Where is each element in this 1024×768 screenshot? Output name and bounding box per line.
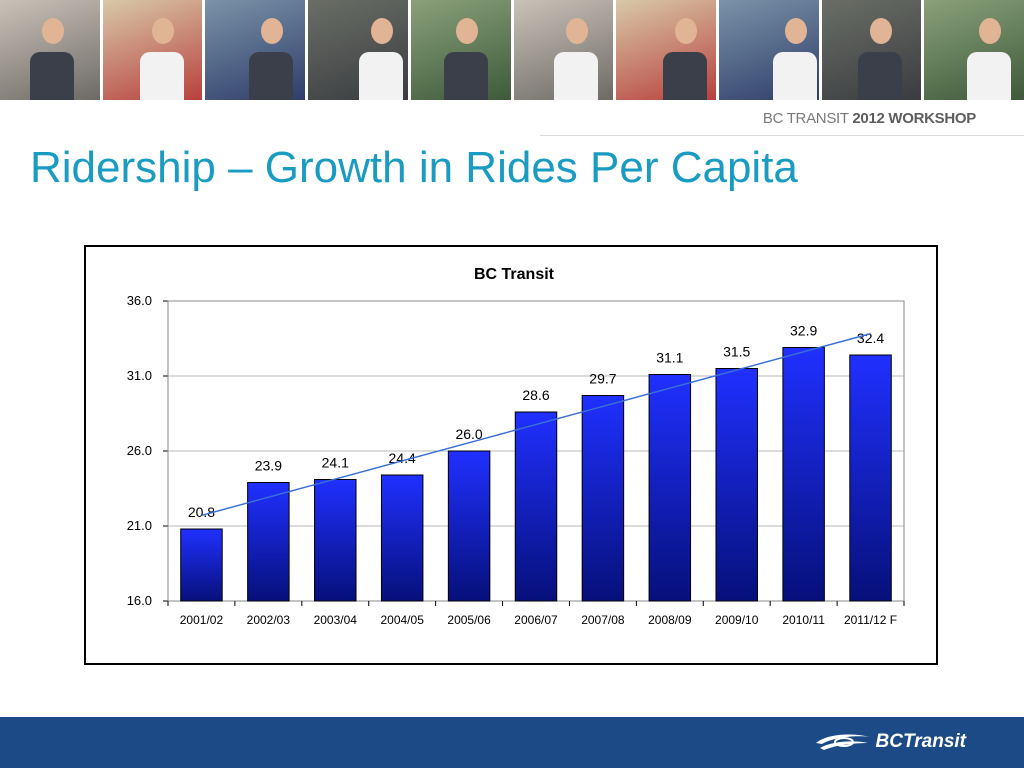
y-tick-label: 26.0	[127, 443, 152, 458]
y-tick-label: 36.0	[127, 293, 152, 308]
x-tick-label: 2003/04	[314, 613, 358, 627]
person-head	[979, 18, 1002, 44]
slide-title: Ridership – Growth in Rides Per Capita	[30, 143, 798, 192]
data-label: 28.6	[522, 387, 549, 403]
data-label: 32.9	[790, 323, 817, 339]
logo-text: BCTransit	[875, 731, 966, 752]
trend-line	[201, 332, 871, 517]
person-head	[151, 18, 174, 44]
bc-transit-logo: BCTransit	[814, 731, 966, 753]
chart-frame: BC Transit 16.0 21.0 26.0 31.0 36.0 2001/02 20.…	[84, 245, 938, 665]
chart-title: BC Transit	[474, 266, 555, 283]
x-tick-label: 2001/02	[180, 613, 224, 627]
driver-passenger-photo	[308, 0, 408, 100]
x-tick-label: 2005/06	[447, 613, 491, 627]
driver-passenger-photo	[821, 0, 922, 100]
bar	[715, 368, 758, 602]
data-label: 32.4	[857, 330, 884, 346]
x-tick-label: 2008/09	[648, 613, 692, 627]
data-label: 23.9	[255, 458, 282, 474]
person-figure	[553, 52, 598, 100]
classroom-photo	[102, 0, 203, 100]
person-head	[371, 18, 394, 44]
bus-boarding-photo	[718, 0, 819, 100]
bar	[581, 395, 625, 602]
bus-boarding-photo	[205, 0, 306, 100]
y-tick-label: 31.0	[127, 368, 152, 383]
bar	[782, 347, 825, 602]
bar	[514, 411, 558, 602]
person-head	[565, 18, 588, 44]
data-label: 31.1	[656, 350, 683, 366]
person-head	[675, 18, 698, 44]
person-head	[42, 18, 64, 44]
bar	[447, 450, 491, 602]
woman-phone-photo	[0, 0, 100, 100]
person-figure	[443, 52, 488, 100]
x-tick-label: 2009/10	[715, 613, 759, 627]
swoosh-icon	[815, 734, 870, 750]
person-figure	[30, 52, 74, 100]
bar	[380, 474, 424, 602]
classroom-photo	[616, 0, 716, 100]
bar	[849, 354, 892, 602]
person-head	[455, 18, 478, 44]
x-tick-label: 2007/08	[581, 613, 625, 627]
data-label: 24.1	[322, 455, 349, 471]
person-figure	[967, 52, 1012, 100]
y-tick-label: 16.0	[127, 593, 152, 608]
bar	[648, 374, 692, 602]
person-figure	[359, 52, 404, 100]
data-label: 31.5	[723, 344, 750, 360]
data-label: 20.8	[188, 504, 215, 520]
data-label: 29.7	[589, 371, 616, 387]
bar	[180, 528, 223, 602]
person-head	[784, 18, 807, 44]
footer-band: BCTransit	[0, 717, 1024, 768]
y-tick-label: 21.0	[127, 518, 152, 533]
x-tick-label: 2002/03	[247, 613, 291, 627]
data-label: 26.0	[455, 426, 482, 442]
person-figure	[772, 52, 817, 100]
person-head	[869, 18, 892, 44]
person-figure	[139, 52, 184, 100]
header-divider	[540, 135, 1024, 136]
bar	[314, 479, 357, 602]
woman-phone-photo	[513, 0, 614, 100]
bus-stop-photo	[410, 0, 511, 100]
x-tick-label: 2004/05	[380, 613, 424, 627]
bus-stop-photo	[924, 0, 1024, 100]
person-figure	[857, 52, 902, 100]
x-tick-label: 2011/12 F	[844, 613, 897, 627]
bar	[247, 482, 290, 602]
person-figure	[663, 52, 708, 100]
person-figure	[249, 52, 294, 100]
bar-chart: BC Transit 16.0 21.0 26.0 31.0 36.0 2001/02 20.…	[127, 266, 905, 627]
x-tick-label: 2006/07	[514, 613, 558, 627]
header-photo-strip	[0, 0, 1024, 104]
person-head	[261, 18, 284, 44]
x-tick-label: 2010/11	[782, 613, 825, 627]
workshop-label: BC TRANSIT 2012 WORKSHOP	[762, 110, 976, 127]
